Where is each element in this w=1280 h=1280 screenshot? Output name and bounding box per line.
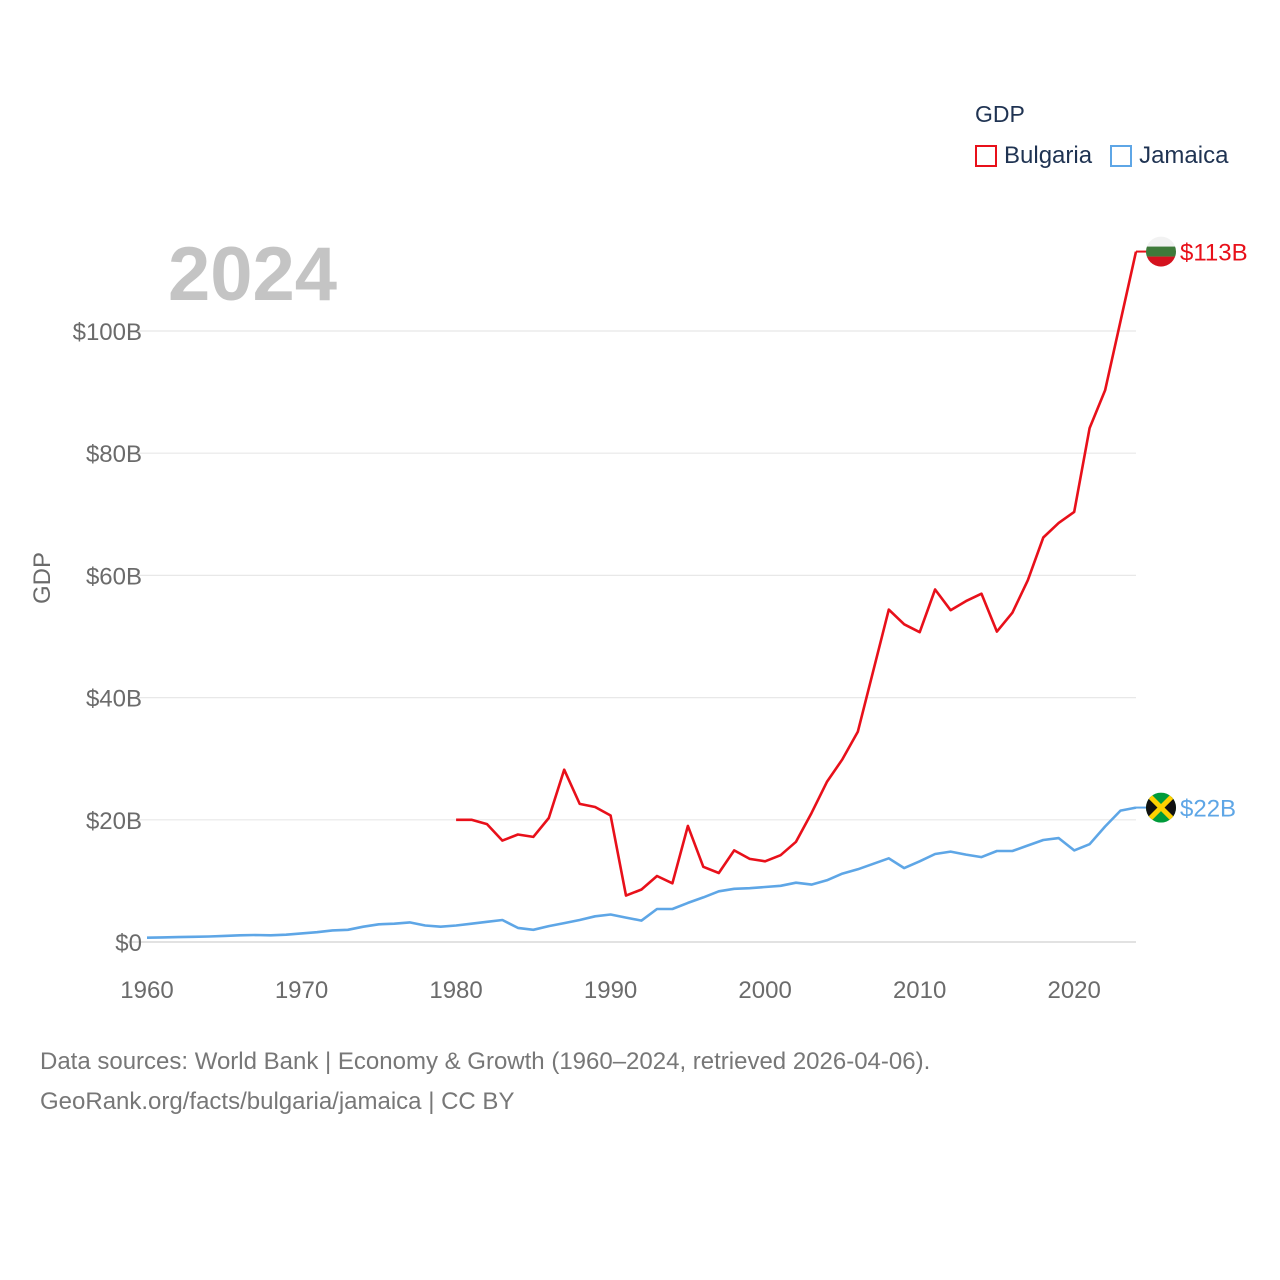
y-axis-ticks: $0 $20B $40B $60B $80B $100B [73, 319, 142, 957]
y-tick-label: $80B [86, 441, 142, 468]
series-line-bulgaria [456, 251, 1138, 897]
legend-label-bulgaria: Bulgaria [1004, 142, 1093, 169]
footer-sources: Data sources: World Bank | Economy & Gro… [40, 1048, 931, 1075]
x-tick-label: 1980 [429, 977, 482, 1004]
series-lines [146, 250, 1147, 939]
y-tick-label: $60B [86, 563, 142, 590]
x-tick-label: 1960 [120, 977, 173, 1004]
jamaica-flag-icon [1146, 792, 1176, 823]
x-tick-label: 1970 [275, 977, 328, 1004]
x-tick-label: 2010 [893, 977, 946, 1004]
y-tick-label: $0 [115, 930, 142, 957]
legend-title: GDP [975, 101, 1025, 127]
x-axis-ticks: 1960 1970 1980 1990 2000 2010 2020 [120, 977, 1101, 1004]
legend-item-jamaica[interactable]: Jamaica [1110, 142, 1228, 170]
end-label-jamaica: $22B [1180, 796, 1236, 823]
footer: Data sources: World Bank | Economy & Gro… [40, 1042, 930, 1122]
x-tick-label: 1990 [584, 977, 637, 1004]
series-line-jamaica [146, 806, 1137, 939]
footer-link[interactable]: GeoRank.org/facts/bulgaria/jamaica | CC … [40, 1088, 515, 1115]
y-tick-label: $40B [86, 686, 142, 713]
legend-label-jamaica: Jamaica [1139, 142, 1229, 169]
legend-swatch-bulgaria [975, 145, 997, 167]
x-tick-label: 2000 [738, 977, 791, 1004]
grid-lines [128, 330, 1136, 943]
legend-swatch-jamaica [1110, 145, 1133, 167]
legend-item-bulgaria[interactable]: Bulgaria [975, 142, 1092, 170]
end-label-bulgaria: $113B [1180, 240, 1248, 267]
bulgaria-flag-icon [1146, 236, 1176, 267]
year-watermark: 2024 [168, 232, 337, 317]
legend: Bulgaria Jamaica [975, 142, 1246, 170]
x-tick-label: 2020 [1047, 977, 1100, 1004]
y-tick-label: $100B [73, 319, 142, 346]
y-axis-title: GDP [29, 552, 56, 604]
flag-markers [1146, 236, 1176, 823]
y-tick-label: $20B [86, 808, 142, 835]
end-labels: $113B $22B [1180, 240, 1248, 823]
